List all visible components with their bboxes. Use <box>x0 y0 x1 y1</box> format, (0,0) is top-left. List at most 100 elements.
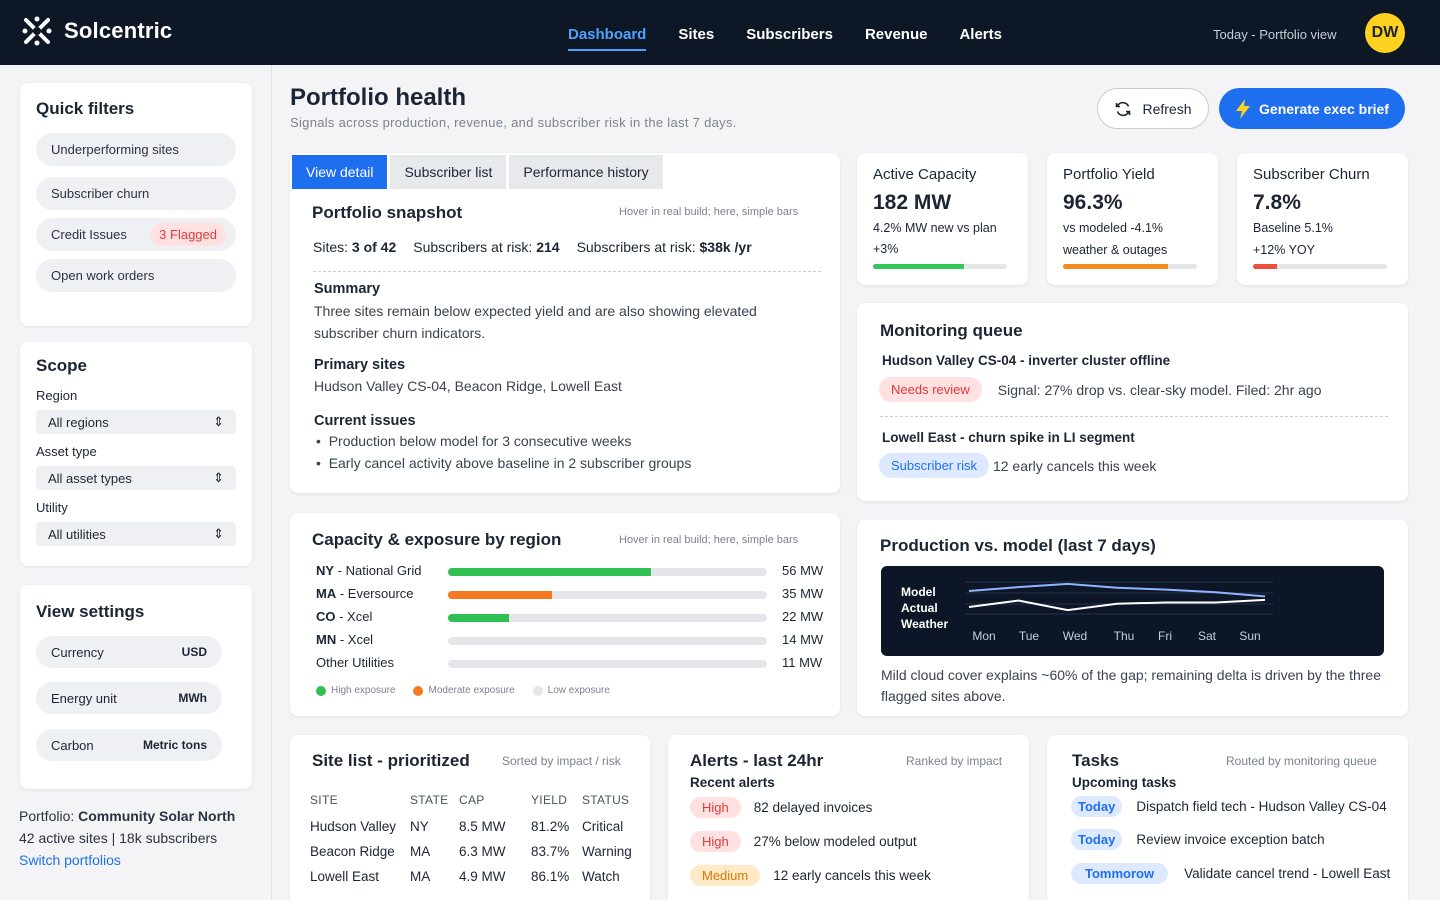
filter-open-work-orders[interactable]: Open work orders <box>36 259 236 292</box>
region-name: CO - Xcel <box>316 609 372 624</box>
monitoring-item-heading[interactable]: Lowell East - churn spike in LI segment <box>882 430 1135 445</box>
table-header[interactable]: STATE <box>410 793 449 807</box>
table-header[interactable]: SITE <box>310 793 338 807</box>
alert-item[interactable]: High 27% below modeled output <box>690 831 917 852</box>
generate-exec-brief-button[interactable]: Generate exec brief <box>1219 88 1405 129</box>
needs-review-badge[interactable]: Needs review <box>879 377 982 402</box>
alerts-hint: Ranked by impact <box>906 754 1003 768</box>
task-item[interactable]: Today Dispatch field tech - Hudson Valley… <box>1071 796 1387 817</box>
region-row[interactable]: NY - National Grid 56 MW <box>316 563 826 581</box>
nav-sites[interactable]: Sites <box>678 26 715 43</box>
utility-select[interactable]: All utilities ⇕ <box>36 522 236 546</box>
region-row[interactable]: MA - Eversource 35 MW <box>316 586 826 604</box>
filter-credit-issues[interactable]: Credit Issues 3 Flagged <box>36 218 236 251</box>
region-capacity: 14 MW <box>782 632 824 647</box>
kpi-portfolio-yield[interactable]: Portfolio Yield 96.3% vs modeled -4.1% w… <box>1047 153 1218 285</box>
exposure-fill <box>448 568 651 576</box>
page-subtitle: Signals across production, revenue, and … <box>290 115 737 130</box>
snapshot-tabs: View detail Subscriber list Performance … <box>292 155 663 189</box>
currency-setting[interactable]: Currency USD <box>36 636 222 668</box>
alert-item[interactable]: Medium 12 early cancels this week <box>690 865 931 886</box>
legend-swatch <box>316 685 326 696</box>
legend-label: Low exposure <box>547 685 610 696</box>
summary-text: Three sites remain below expected yield … <box>314 303 757 341</box>
region-select[interactable]: All regions ⇕ <box>36 410 236 434</box>
logo[interactable]: Solcentric <box>22 16 172 46</box>
table-cell[interactable]: Lowell East <box>310 869 380 884</box>
filter-underperforming[interactable]: Underperforming sites <box>36 133 236 166</box>
nav-alerts[interactable]: Alerts <box>959 26 1002 43</box>
region-capacity: 35 MW <box>782 586 824 601</box>
exposure-fill <box>448 591 552 599</box>
table-cell: 6.3 MW <box>459 844 506 859</box>
region-row[interactable]: MN - Xcel 14 MW <box>316 632 826 650</box>
energy-unit-setting[interactable]: Energy unit MWh <box>36 682 222 714</box>
kpi-line2: +12% YOY <box>1253 243 1315 257</box>
at-risk-revenue-value: $38k /yr <box>699 239 752 255</box>
kpi-line2: +3% <box>873 242 899 256</box>
task-item[interactable]: Tommorow Validate cancel trend - Lowell E… <box>1071 863 1390 884</box>
utility-name: - National Grid <box>334 563 422 578</box>
region-name: NY - National Grid <box>316 563 421 578</box>
kpi-value: 96.3% <box>1063 191 1123 214</box>
filter-subscriber-churn[interactable]: Subscriber churn <box>36 177 236 210</box>
monitoring-item: Needs review Signal: 27% drop vs. clear-… <box>879 377 1321 402</box>
switch-portfolios-link[interactable]: Switch portfolios <box>19 852 121 868</box>
subscriber-risk-badge[interactable]: Subscriber risk <box>879 453 989 478</box>
avatar[interactable]: DW <box>1365 13 1405 53</box>
refresh-button[interactable]: Refresh <box>1097 88 1209 129</box>
flagged-badge: 3 Flagged <box>150 223 226 246</box>
kpi-title: Subscriber Churn <box>1253 166 1370 183</box>
filter-label: Credit Issues <box>51 227 127 242</box>
setting-value: USD <box>181 645 207 659</box>
utility-name: - Xcel <box>336 632 374 647</box>
exposure-bar <box>448 568 767 576</box>
table-cell: 8.5 MW <box>459 819 506 834</box>
production-chart: Model Actual Weather Mon Tue Wed Thu Fri Sat S… <box>881 566 1384 656</box>
refresh-icon <box>1116 101 1131 116</box>
nav-subscribers[interactable]: Subscribers <box>746 26 833 43</box>
tab-performance-history[interactable]: Performance history <box>509 155 663 189</box>
carbon-setting[interactable]: Carbon Metric tons <box>36 729 222 761</box>
kpi-subscriber-churn[interactable]: Subscriber Churn 7.8% Baseline 5.1% +12%… <box>1237 153 1408 285</box>
asset-type-select[interactable]: All asset types ⇕ <box>36 466 236 490</box>
filter-label: Subscriber churn <box>51 186 150 201</box>
current-issues-title: Current issues <box>314 413 416 429</box>
site-list-card: Site list - prioritized Sorted by impact… <box>290 735 650 905</box>
snapshot-hint: Hover in real build; here, simple bars <box>619 206 799 218</box>
updown-icon: ⇕ <box>213 526 224 541</box>
tasks-hint: Routed by monitoring queue <box>1226 754 1377 768</box>
region-row[interactable]: Other Utilities 11 MW <box>316 655 826 673</box>
x-tick-label: Mon <box>972 629 995 643</box>
alerts-card: Alerts - last 24hr Ranked by impact Rece… <box>668 735 1029 905</box>
kpi-progress-fill <box>873 264 965 269</box>
series-line-actual <box>968 598 1266 612</box>
at-risk-revenue-label: Subscribers at risk: <box>576 239 700 255</box>
production-title: Production vs. model (last 7 days) <box>880 536 1156 555</box>
legend-weather: Weather <box>901 617 949 631</box>
setting-value: Metric tons <box>142 738 207 752</box>
table-header[interactable]: STATUS <box>582 793 630 807</box>
chart-legend: Model Actual Weather <box>901 584 948 632</box>
alert-item[interactable]: High 82 delayed invoices <box>690 797 872 818</box>
region-row[interactable]: CO - Xcel 22 MW <box>316 609 826 627</box>
table-cell: MA <box>410 844 431 859</box>
task-text: Review invoice exception batch <box>1136 832 1325 847</box>
x-tick-label: Sat <box>1198 629 1217 643</box>
table-header[interactable]: YIELD <box>531 793 568 807</box>
tab-view-detail[interactable]: View detail <box>292 155 388 189</box>
region-capacity: 11 MW <box>782 655 823 670</box>
task-item[interactable]: Today Review invoice exception batch <box>1071 829 1325 850</box>
alert-text: 27% below modeled output <box>753 834 917 849</box>
kpi-active-capacity[interactable]: Active Capacity 182 MW 4.2% MW new vs pl… <box>857 153 1028 285</box>
table-cell[interactable]: Hudson Valley <box>310 819 397 834</box>
nav-dashboard[interactable]: Dashboard <box>568 26 647 51</box>
region-code: CO <box>316 609 336 624</box>
nav-revenue[interactable]: Revenue <box>864 26 928 43</box>
monitoring-item-heading[interactable]: Hudson Valley CS-04 - inverter cluster o… <box>882 353 1171 368</box>
legend-actual: Actual <box>901 601 938 615</box>
table-cell[interactable]: Beacon Ridge <box>310 844 395 859</box>
tab-subscriber-list[interactable]: Subscriber list <box>390 155 507 189</box>
table-header[interactable]: CAP <box>459 793 485 807</box>
updown-icon: ⇕ <box>213 470 224 485</box>
